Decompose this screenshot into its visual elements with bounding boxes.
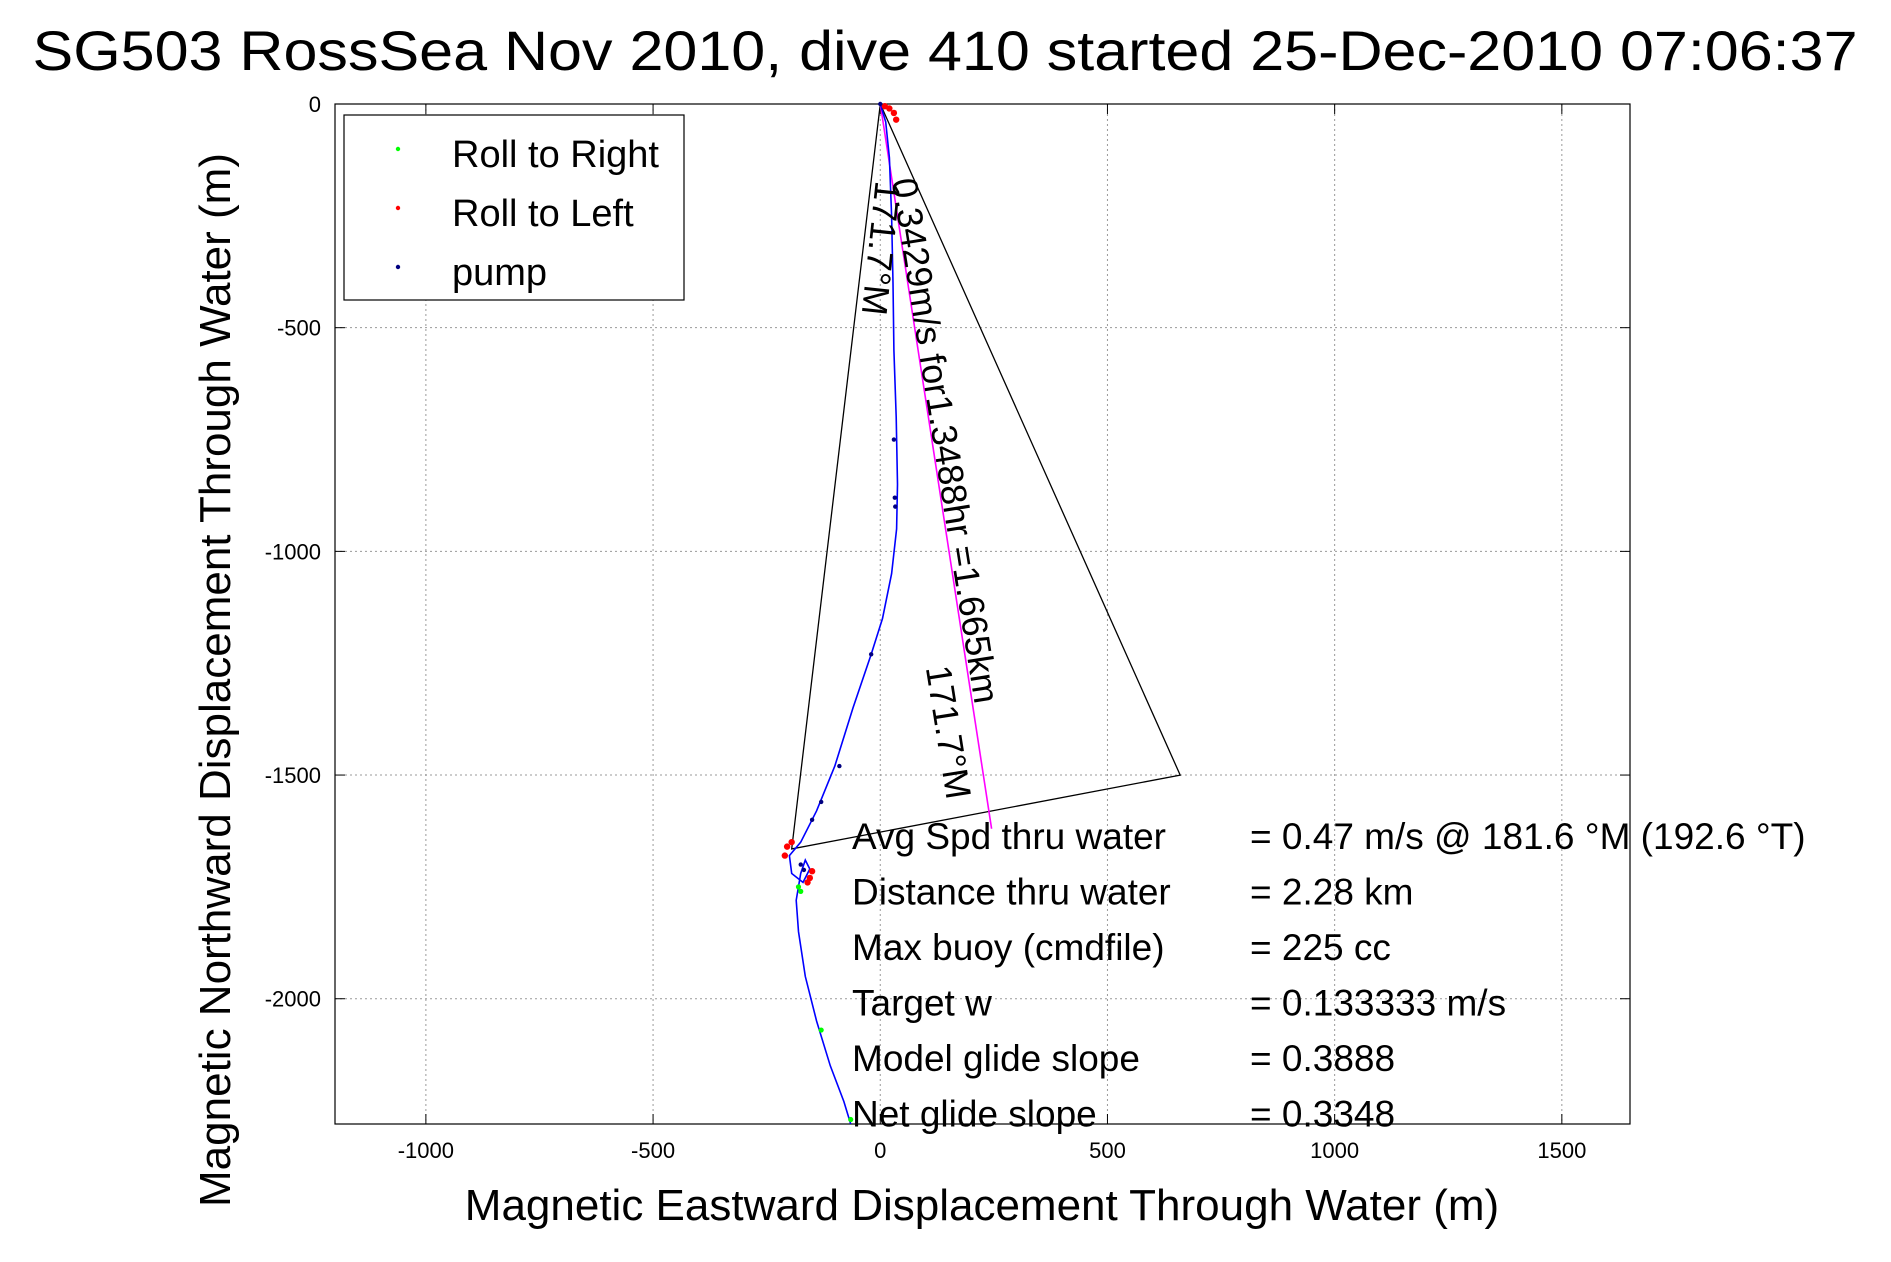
legend-entry: pump xyxy=(452,252,547,294)
roll-left-point xyxy=(890,109,898,117)
x-tick-label: -500 xyxy=(631,1138,675,1163)
roll-right-point xyxy=(848,1116,854,1123)
stat-label: Distance thru water xyxy=(852,872,1171,913)
pump-point xyxy=(891,437,897,442)
pump-point xyxy=(801,867,807,873)
legend-entry: Roll to Right xyxy=(452,134,659,176)
x-axis-ticks: -1000 -500 0 500 1000 1500 xyxy=(398,104,1586,1163)
roll-left-point xyxy=(892,116,900,123)
glider-track-line xyxy=(788,103,899,1125)
legend-marker xyxy=(395,205,401,211)
pump-point xyxy=(818,799,824,805)
pump-point xyxy=(878,101,883,107)
stat-value: = 2.28 km xyxy=(1250,872,1414,913)
x-tick-label: 500 xyxy=(1089,1138,1126,1163)
stats-block: Avg Spd thru water = 0.47 m/s @ 181.6 °M … xyxy=(852,816,1806,1135)
stat-label: Model glide slope xyxy=(852,1038,1140,1079)
stat-value: = 225 cc xyxy=(1250,927,1391,968)
y-tick-label: -1500 xyxy=(265,763,321,788)
y-tick-label: 0 xyxy=(309,92,321,117)
plot-annotations: 171.7°M0.3429m/s for1.3488hr =1.665km171… xyxy=(854,175,1008,802)
y-tick-label: -2000 xyxy=(265,987,321,1012)
legend-marker xyxy=(395,264,401,270)
stat-value: = 0.133333 m/s xyxy=(1250,983,1506,1024)
y-tick-label: -1000 xyxy=(265,539,321,564)
plot-frame xyxy=(334,103,1631,1125)
pump-point xyxy=(837,763,842,769)
annotation-label: 0.3429m/s for1.3488hr =1.665km xyxy=(884,175,1008,706)
pump-point xyxy=(868,652,874,657)
legend-box xyxy=(343,114,685,301)
stat-label: Target w xyxy=(852,983,992,1024)
y-tick-label: -500 xyxy=(277,316,321,341)
x-axis-label: Magnetic Eastward Displacement Through W… xyxy=(465,1181,1499,1230)
roll-left-point xyxy=(788,838,795,846)
roll-right-point xyxy=(798,888,804,894)
stat-label: Max buoy (cmdfile) xyxy=(852,927,1165,968)
x-tick-label: 1000 xyxy=(1310,1138,1359,1163)
roll-left-point xyxy=(804,879,811,886)
pump-point xyxy=(892,495,898,500)
roll-left-point xyxy=(783,843,791,850)
depth-averaged-current-line xyxy=(879,103,993,829)
roll-right-point xyxy=(818,1027,824,1033)
roll-left-point xyxy=(886,105,893,112)
chart-title: SG503 RossSea Nov 2010, dive 410 started… xyxy=(33,19,1858,82)
plot-series xyxy=(781,101,1182,1125)
stat-label: Avg Spd thru water xyxy=(852,816,1166,857)
stat-value: = 0.3348 xyxy=(1250,1094,1395,1135)
legend-entry: Roll to Left xyxy=(452,193,634,235)
current-triangle xyxy=(790,101,1182,850)
legend: Roll to Right Roll to Left pump xyxy=(343,114,685,301)
stat-value: = 0.47 m/s @ 181.6 °M (192.6 °T) xyxy=(1250,816,1806,857)
y-axis-ticks: 0 -500 -1000 -1500 -2000 xyxy=(265,92,1630,1012)
x-tick-label: -1000 xyxy=(398,1138,454,1163)
pump-point xyxy=(893,504,898,509)
stat-label: Net glide slope xyxy=(852,1094,1097,1135)
x-tick-label: 1500 xyxy=(1537,1138,1586,1163)
pump-point xyxy=(809,817,815,822)
roll-left-point xyxy=(808,868,816,875)
pump-point xyxy=(798,862,803,867)
y-axis-label: Magnetic Northward Displacement Through … xyxy=(191,153,240,1207)
stat-value: = 0.3888 xyxy=(1250,1038,1395,1079)
x-tick-label: 0 xyxy=(874,1138,886,1163)
roll-right-point xyxy=(795,884,802,890)
legend-marker xyxy=(395,146,401,152)
roll-left-point xyxy=(781,852,789,859)
